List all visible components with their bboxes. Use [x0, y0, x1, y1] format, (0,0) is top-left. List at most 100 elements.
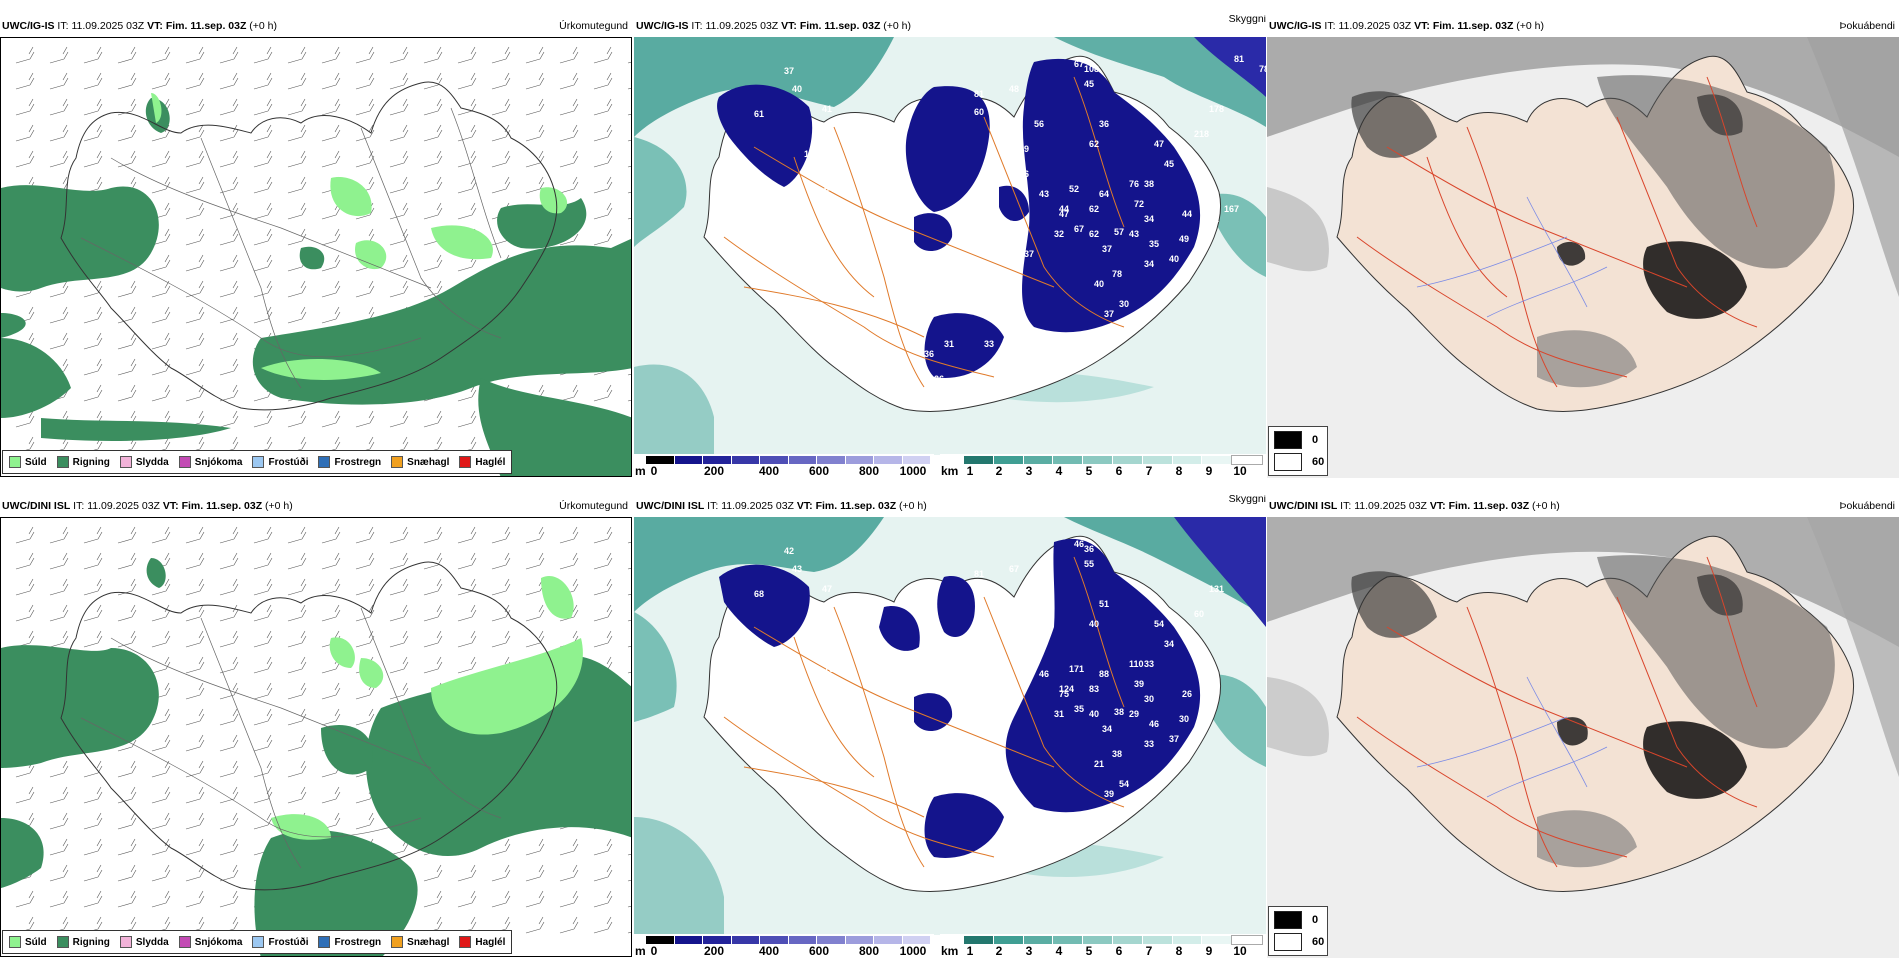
wind-barb — [525, 604, 545, 622]
alt-tick: 0 — [650, 464, 658, 478]
alt-tick: 200 — [703, 464, 725, 478]
alt-tick: 200 — [703, 944, 725, 958]
bar-seg — [674, 456, 703, 464]
wind-barb — [559, 98, 579, 116]
wind-barb — [287, 124, 307, 142]
visibility-colorbar — [964, 935, 1263, 945]
bar-seg — [817, 936, 846, 944]
cloud-base-label: 40 — [1089, 709, 1099, 719]
coastline — [60, 81, 558, 411]
wind-barb — [423, 98, 443, 116]
legend-label: Frostúði — [268, 936, 309, 948]
wind-barb — [219, 812, 239, 830]
wind-barb — [559, 838, 579, 856]
wind-barb — [491, 604, 511, 622]
wind-barb — [627, 165, 631, 168]
wind-barb — [117, 552, 137, 570]
cloud-base-label: 54 — [1154, 619, 1164, 629]
wind-barb — [559, 604, 579, 622]
wind-barb — [49, 552, 69, 570]
wind-barb — [117, 124, 137, 142]
fog-map — [1267, 37, 1899, 478]
visibility-legend: km 1 2 3 4 5 6 7 8 9 10 — [940, 454, 1266, 478]
fog-legend-row: 60 — [1274, 933, 1324, 951]
wind-barb — [219, 682, 239, 700]
visibility-legend: km 1 2 3 4 5 6 7 8 9 10 — [940, 934, 1266, 958]
wind-barb — [253, 124, 273, 142]
wind-barb — [15, 98, 35, 116]
wind-barb — [287, 552, 307, 570]
bar-seg — [1083, 936, 1113, 944]
wind-barb — [49, 280, 69, 298]
wind-barb — [355, 526, 375, 544]
wind-barb — [559, 890, 579, 908]
cloud-base-label: 124 — [1059, 684, 1074, 694]
wind-barb — [117, 526, 137, 544]
cloud-base-label: 72 — [1134, 199, 1144, 209]
wind-barb — [423, 46, 443, 64]
wind-barb — [627, 671, 631, 674]
km-tick: 8 — [1175, 464, 1183, 478]
cloud-base-label: 33 — [984, 339, 994, 349]
wind-barb — [253, 760, 273, 778]
wind-barb — [253, 734, 273, 752]
cloud-base-label: 10 — [729, 189, 739, 199]
cloud-base-label: 88 — [1099, 669, 1109, 679]
wind-barb — [185, 384, 205, 402]
bar-seg — [1231, 455, 1263, 465]
fog-map-svg — [1267, 37, 1899, 478]
cloud-base-label: 81 — [1234, 54, 1244, 64]
wind-barb — [219, 786, 239, 804]
cloud-base-label: 43 — [1129, 229, 1139, 239]
km-tick: 5 — [1085, 944, 1093, 958]
wind-barb — [253, 46, 273, 64]
wind-barb — [219, 630, 239, 648]
it-label: IT: — [73, 500, 85, 512]
wind-barb — [525, 124, 545, 142]
cloud-base-label: 46 — [1149, 719, 1159, 729]
wind-barb — [355, 280, 375, 298]
legend-swatch — [178, 936, 191, 948]
lead-time: (+0 h) — [1516, 20, 1545, 32]
cloud-base-label: 78 — [924, 389, 934, 399]
cloud-base-label: 41 — [822, 104, 832, 114]
wind-barb — [593, 526, 613, 544]
km-tick: 3 — [1025, 464, 1033, 478]
alt-tick: 0 — [650, 944, 658, 958]
wind-barb — [389, 630, 409, 648]
it-label: IT: — [1324, 20, 1336, 32]
cloud-base-label: 55 — [1084, 559, 1094, 569]
wind-barb — [593, 384, 613, 402]
wind-barb — [117, 890, 137, 908]
cloud-base-label: 53 — [784, 664, 794, 674]
cloud-base-label: 39 — [1134, 679, 1144, 689]
cloud-base-label: 51 — [1004, 639, 1014, 649]
wind-barb — [83, 630, 103, 648]
wind-barb — [627, 567, 631, 570]
wind-barb — [117, 332, 137, 350]
wind-barb — [355, 604, 375, 622]
vt-label: VT: — [147, 20, 163, 32]
cloud-base-label: 42 — [784, 546, 794, 556]
wind-barb — [151, 150, 171, 168]
km-tick: 5 — [1085, 464, 1093, 478]
wind-barb — [627, 619, 631, 622]
km-tick: 10 — [1233, 464, 1247, 478]
cloud-base-label: 46 — [1019, 169, 1029, 179]
cloud-base-label: 67 — [1009, 564, 1019, 574]
wind-barb — [219, 254, 239, 272]
wind-barb — [355, 410, 375, 428]
legend-item-frostudi: Frostúði — [252, 936, 308, 948]
wind-barb — [185, 526, 205, 544]
cloud-base-label: 167 — [1224, 204, 1239, 214]
cloud-base-label: 40 — [1169, 254, 1179, 264]
wind-barb — [185, 838, 205, 856]
cloud-base-label: 62 — [1089, 229, 1099, 239]
wind-barb — [525, 72, 545, 90]
wind-barb — [185, 98, 205, 116]
panel-title: Þokuábendi — [1839, 20, 1895, 32]
wind-barb — [593, 228, 613, 246]
cloud-base-label: 56 — [1034, 119, 1044, 129]
wind-barb — [219, 760, 239, 778]
